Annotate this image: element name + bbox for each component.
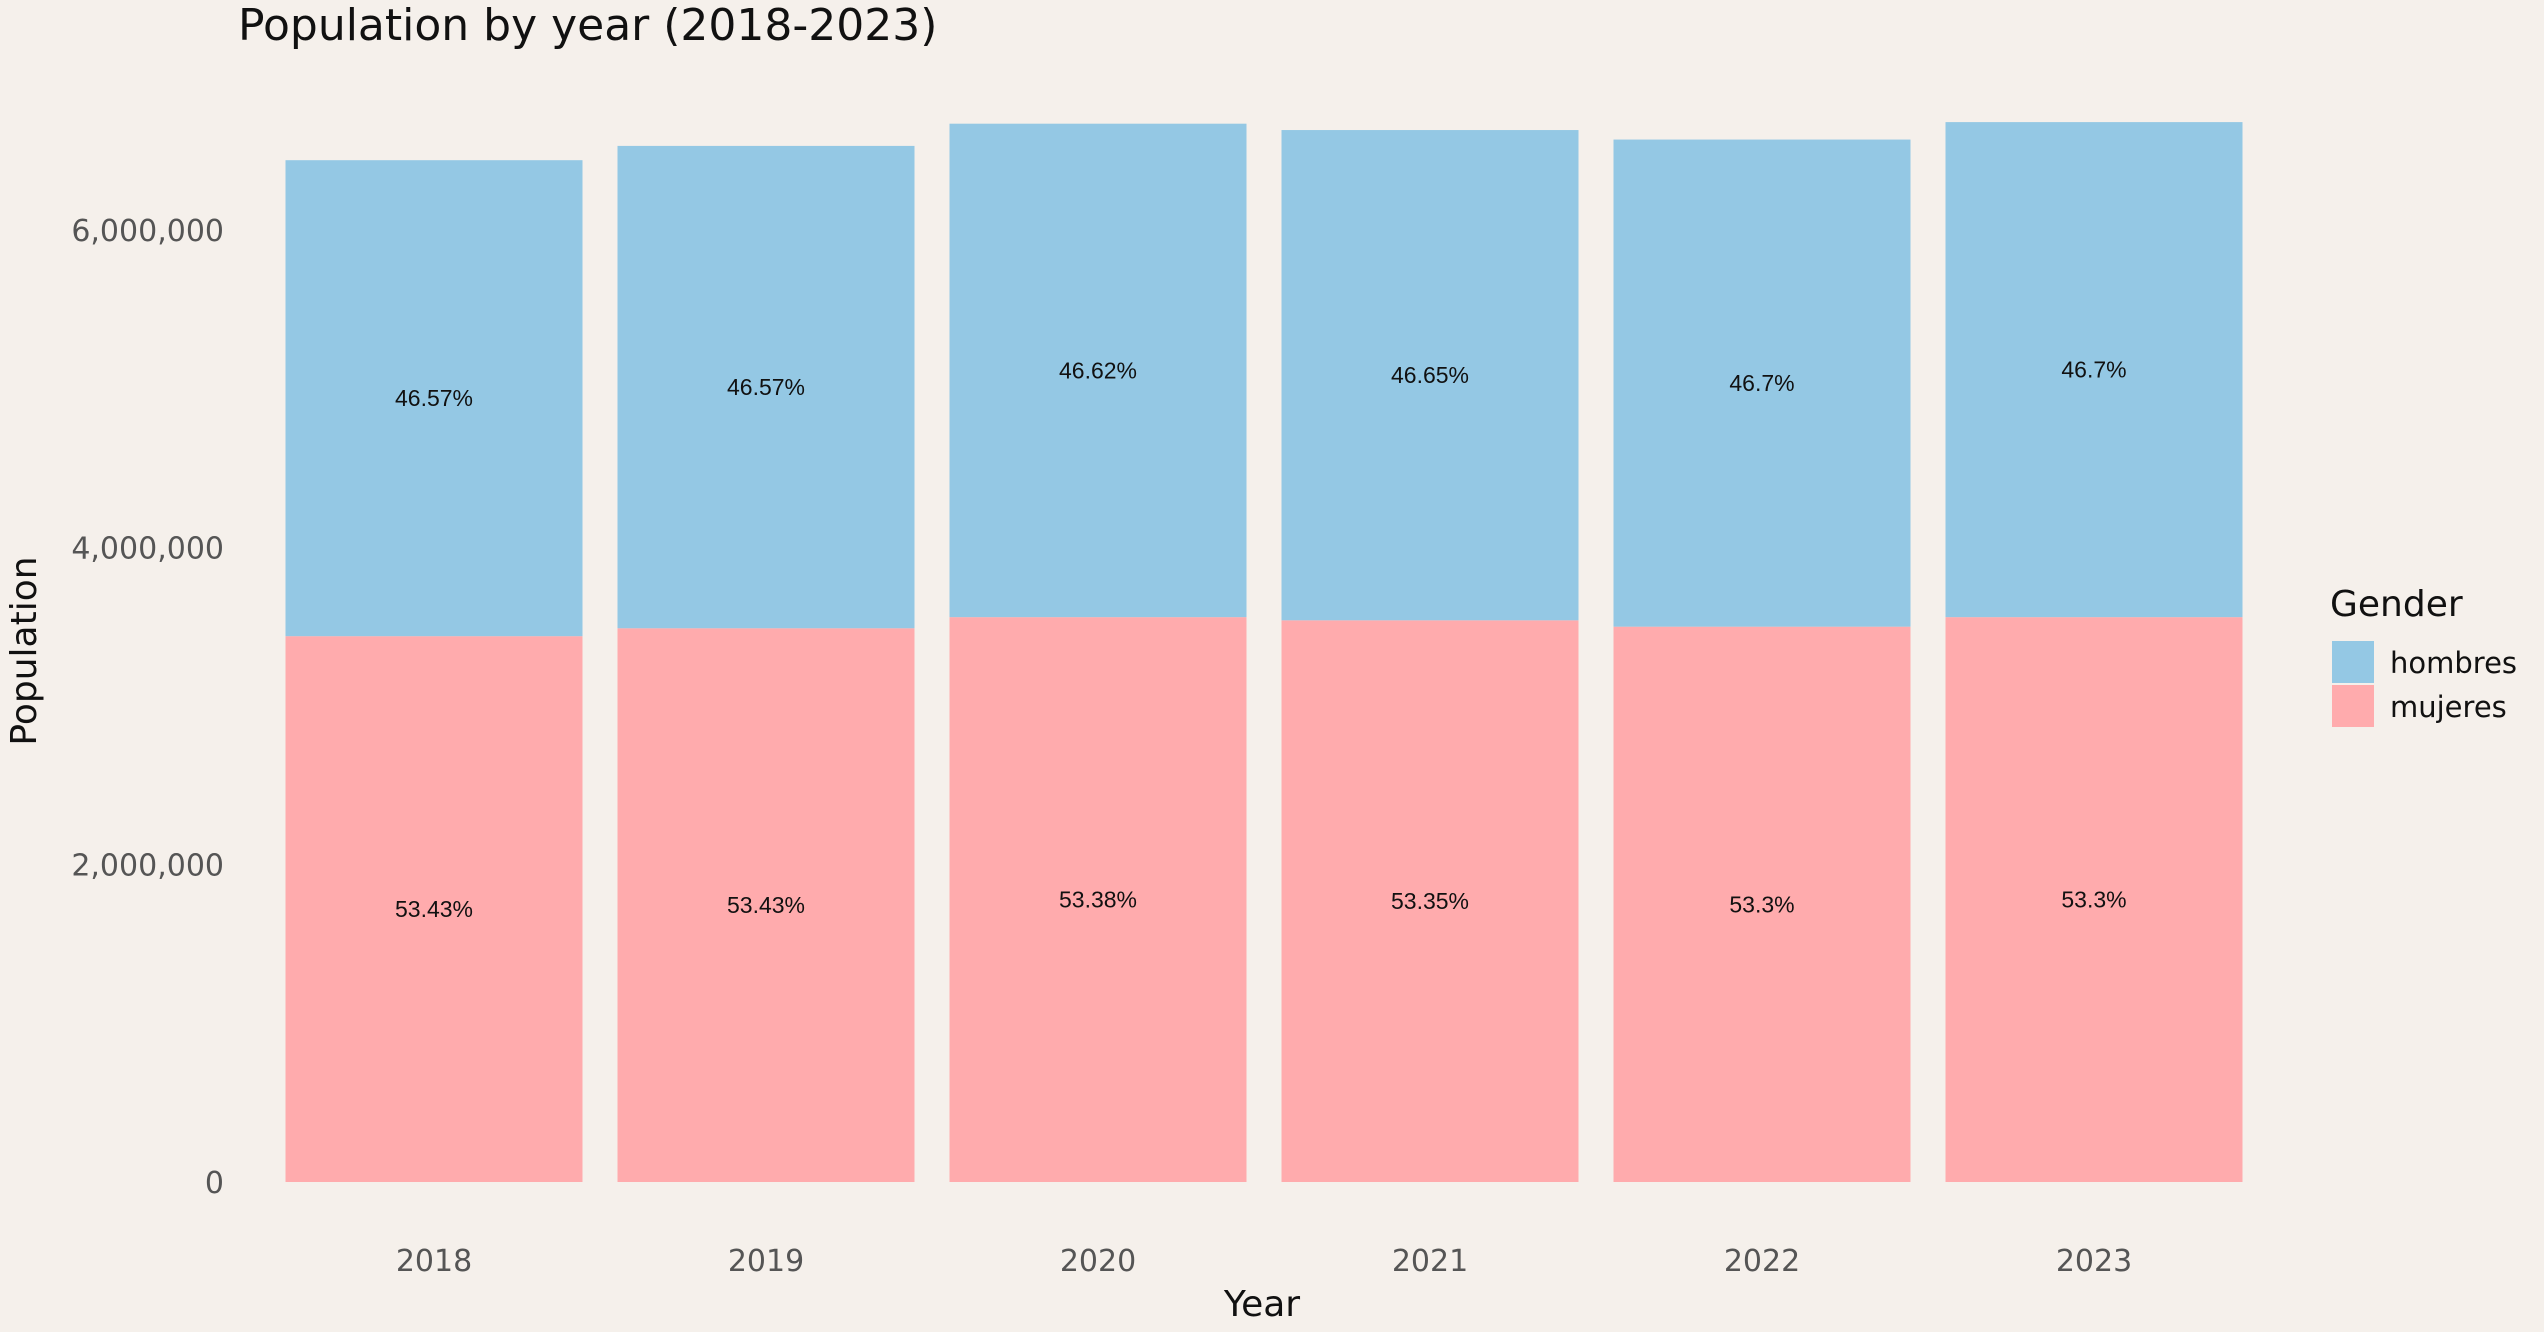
x-tick-label: 2022	[1724, 1244, 1800, 1279]
x-axis-title: Year	[1223, 1284, 1300, 1325]
legend: Gender hombres mujeres	[2330, 584, 2517, 727]
bar-mujeres-2020	[949, 617, 1247, 1182]
legend-entries: hombres mujeres	[2332, 641, 2517, 727]
y-tick-label: 0	[205, 1166, 224, 1201]
x-tick-label: 2020	[1060, 1244, 1136, 1279]
bar-mujeres-2019	[617, 628, 915, 1182]
data-label-hombres-2021: 46.65%	[1391, 362, 1469, 388]
bar-hombres-2019	[617, 145, 915, 629]
y-axis-ticks: 0 2,000,000 4,000,000 6,000,000	[71, 214, 224, 1201]
data-label-mujeres-2018: 53.43%	[395, 896, 473, 922]
data-label-hombres-2019: 46.57%	[727, 374, 805, 400]
bar-mujeres-2022	[1613, 626, 1911, 1182]
bar-hombres-2021	[1281, 130, 1579, 621]
x-tick-label: 2018	[396, 1244, 472, 1279]
legend-swatch-mujeres	[2332, 685, 2374, 727]
data-labels: 53.43% 46.57% 53.43% 46.57% 53.38% 46.62% 53.3…	[395, 357, 2127, 922]
bar-hombres-2018	[285, 160, 583, 637]
legend-label-mujeres: mujeres	[2390, 690, 2507, 724]
data-label-mujeres-2020: 53.38%	[1059, 887, 1137, 913]
data-label-hombres-2018: 46.57%	[395, 385, 473, 411]
y-tick-label: 4,000,000	[71, 531, 224, 566]
data-label-hombres-2022: 46.7%	[1729, 370, 1794, 396]
x-tick-label: 2019	[728, 1244, 804, 1279]
x-tick-label: 2021	[1392, 1244, 1468, 1279]
legend-label-hombres: hombres	[2390, 646, 2517, 680]
bars	[285, 122, 2243, 1182]
x-tick-label: 2023	[2056, 1244, 2132, 1279]
bar-hombres-2020	[949, 123, 1247, 618]
x-axis-ticks: 2018 2019 2020 2021 2022 2023	[396, 1244, 2132, 1279]
y-tick-label: 6,000,000	[71, 214, 224, 249]
data-label-mujeres-2022: 53.3%	[1729, 891, 1794, 917]
data-label-mujeres-2023: 53.3%	[2061, 887, 2126, 913]
y-axis-title: Population	[4, 556, 45, 745]
bar-mujeres-2021	[1281, 620, 1579, 1182]
data-label-hombres-2020: 46.62%	[1059, 357, 1137, 383]
y-tick-label: 2,000,000	[71, 849, 224, 884]
legend-title: Gender	[2330, 584, 2463, 625]
bar-mujeres-2018	[285, 636, 583, 1182]
legend-swatch-hombres	[2332, 641, 2374, 683]
chart-title: Population by year (2018-2023)	[238, 0, 937, 51]
data-label-mujeres-2019: 53.43%	[727, 892, 805, 918]
data-label-hombres-2023: 46.7%	[2061, 357, 2126, 383]
bar-hombres-2022	[1613, 139, 1911, 627]
bar-mujeres-2023	[1945, 617, 2243, 1182]
bar-hombres-2023	[1945, 122, 2243, 618]
data-label-mujeres-2021: 53.35%	[1391, 888, 1469, 914]
